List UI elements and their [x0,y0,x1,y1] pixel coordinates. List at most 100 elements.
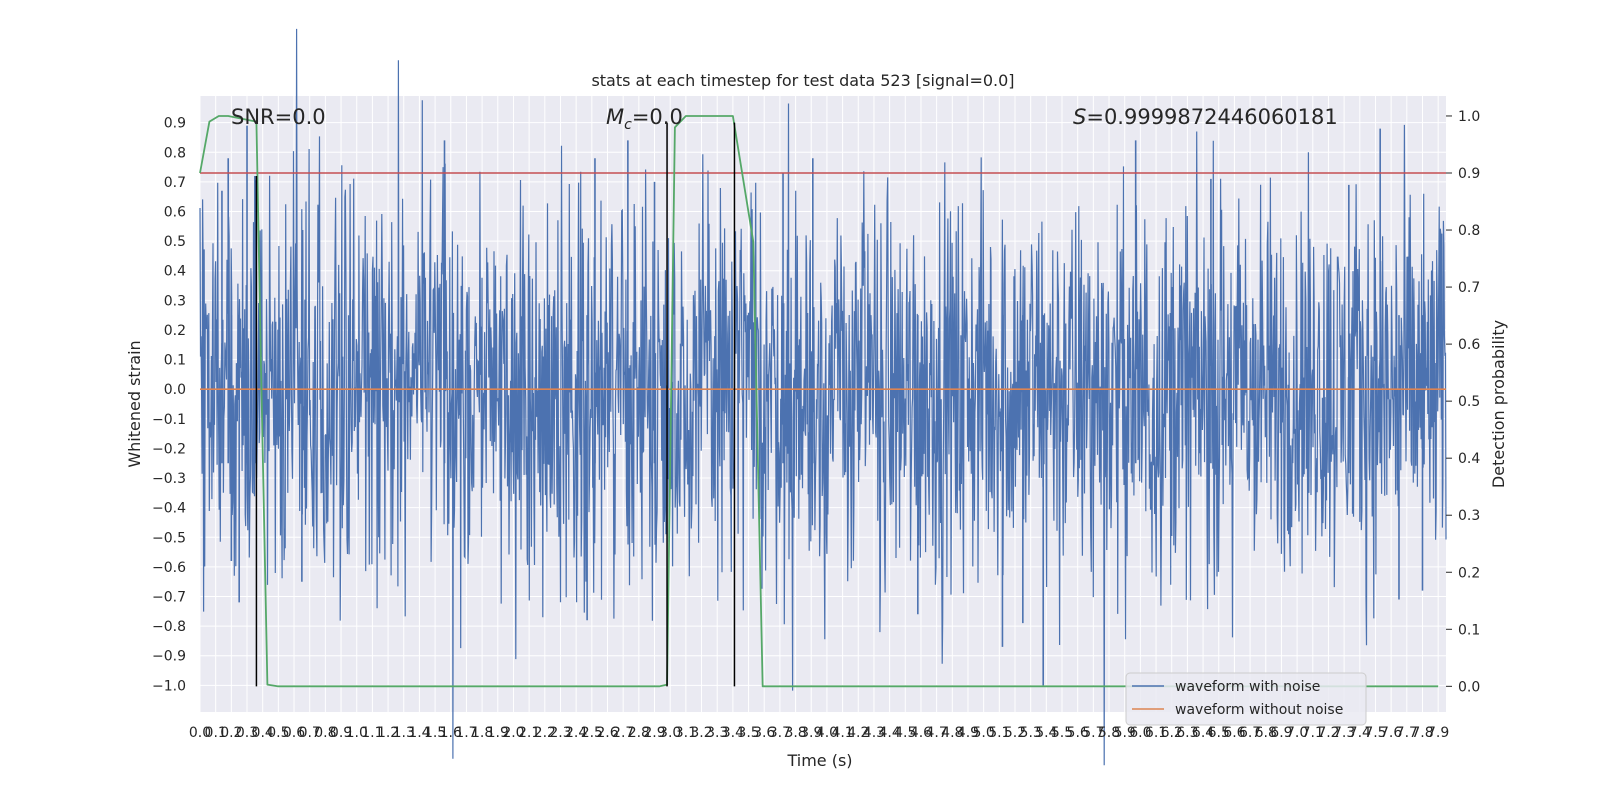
y2-tick-label: 0.5 [1458,394,1480,410]
chirp-mass-subscript: c [624,117,632,133]
y2-tick-label: 0.9 [1458,166,1480,182]
x-tick-label: 2.2 [534,725,556,741]
x-tick-label: 6.7 [1239,725,1261,741]
x-tick-label: 2.8 [628,725,650,741]
x-tick-label: 4.4 [878,725,900,741]
x-tick-label: 7.8 [1411,725,1433,741]
x-tick-label: 0.5 [267,725,289,741]
y2-tick-label: 0.7 [1458,280,1480,296]
y-tick-label: 0.9 [164,116,186,132]
score-value: =0.9999872446060181 [1086,105,1337,129]
x-tick-label: 4.9 [957,725,979,741]
score-symbol: S [1073,105,1086,129]
legend-label-noisy: waveform with noise [1175,679,1320,695]
y2-axis-label: Detection probability [1489,320,1508,488]
x-tick-label: 2.9 [643,725,665,741]
x-tick-label: 5.6 [1067,725,1089,741]
x-tick-label: 5.9 [1114,725,1136,741]
x-tick-label: 1.9 [487,725,509,741]
x-tick-label: 5.4 [1035,725,1057,741]
x-tick-label: 2.7 [612,725,634,741]
x-tick-label: 4.2 [847,725,869,741]
y-tick-label: 0.5 [164,234,186,250]
x-tick-label: 7.4 [1349,725,1371,741]
x-tick-label: 5.0 [973,725,995,741]
x-tick-label: 1.6 [440,725,462,741]
x-tick-label: 7.9 [1427,725,1449,741]
x-tick-label: 2.4 [565,725,587,741]
data-layer [199,28,1447,766]
x-tick-label: 4.6 [910,725,932,741]
y-tick-label: −0.2 [152,441,186,457]
chirp-mass-value: =0.0 [632,105,683,129]
legend-label-clean: waveform without noise [1175,702,1343,718]
x-tick-label: 0.3 [236,725,258,741]
y-tick-label: 0.7 [164,175,186,191]
x-tick-label: 0.4 [252,725,274,741]
y2-tick-label: 0.1 [1458,622,1480,638]
x-tick-label: 1.8 [471,725,493,741]
y-tick-label: 0.1 [164,353,186,369]
x-tick-label: 0.9 [330,725,352,741]
detection-probability-line [199,115,1439,688]
x-tick-label: 3.2 [690,725,712,741]
x-tick-label: 1.3 [393,725,415,741]
x-tick-label: 4.8 [941,725,963,741]
x-tick-label: 5.1 [988,725,1010,741]
x-tick-label: 0.6 [283,725,305,741]
x-tick-label: 1.1 [361,725,383,741]
x-tick-label: 6.9 [1270,725,1292,741]
y2-tick-label: 0.0 [1458,679,1480,695]
x-tick-label: 2.5 [581,725,603,741]
y-tick-label: 0.3 [164,293,186,309]
y-tick-label: −0.8 [152,619,186,635]
x-tick-label: 6.5 [1208,725,1230,741]
x-tick-label: 6.8 [1255,725,1277,741]
score-annotation: S=0.9999872446060181 [1073,105,1338,129]
snr-annotation: SNR=0.0 [231,105,326,129]
x-tick-label: 1.4 [408,725,430,741]
x-tick-label: 3.5 [737,725,759,741]
y-tick-label: 0.6 [164,205,186,221]
y2-tick-label: 0.2 [1458,565,1480,581]
x-tick-label: 1.0 [346,725,368,741]
chirp-mass-symbol: M [606,105,624,129]
x-tick-label: 5.3 [1020,725,1042,741]
x-tick-label: 1.2 [377,725,399,741]
x-tick-label: 5.5 [1051,725,1073,741]
x-tick-label: 3.3 [706,725,728,741]
x-tick-label: 7.2 [1317,725,1339,741]
y-tick-label: 0.2 [164,323,186,339]
x-tick-label: 4.0 [816,725,838,741]
x-tick-label: 0.0 [189,725,211,741]
y2-tick-label: 0.6 [1458,337,1480,353]
x-tick-label: 4.1 [831,725,853,741]
x-tick-label: 7.3 [1333,725,1355,741]
x-tick-label: 7.1 [1302,725,1324,741]
y-tick-label: −1.0 [152,678,186,694]
x-tick-label: 7.0 [1286,725,1308,741]
x-tick-label: 7.5 [1364,725,1386,741]
y2-tick-label: 0.8 [1458,223,1480,239]
x-tick-label: 3.8 [784,725,806,741]
x-tick-label: 3.6 [753,725,775,741]
y-tick-label: 0.8 [164,145,186,161]
x-tick-label: 6.3 [1176,725,1198,741]
x-tick-label: 7.7 [1396,725,1418,741]
chirp-mass-annotation: Mc=0.0 [606,105,683,133]
x-axis: 0.00.10.20.30.40.50.60.70.80.91.01.11.21… [189,725,1449,741]
x-tick-label: 1.7 [455,725,477,741]
x-tick-label: 2.6 [596,725,618,741]
x-tick-label: 1.5 [424,725,446,741]
x-tick-label: 4.5 [894,725,916,741]
y-tick-label: −0.1 [152,412,186,428]
x-tick-label: 0.7 [299,725,321,741]
right-y-axis: 0.0 0.1 0.2 0.3 0.4 0.5 0.6 0.7 0.8 0.9 1.0 [1446,109,1480,695]
chart-title: stats at each timestep for test data 523… [591,71,1014,90]
y-tick-label: −0.3 [152,471,186,487]
x-tick-label: 6.0 [1129,725,1151,741]
noisy-waveform-line [199,28,1447,766]
x-tick-label: 3.9 [800,725,822,741]
y-tick-label: 0.0 [164,382,186,398]
